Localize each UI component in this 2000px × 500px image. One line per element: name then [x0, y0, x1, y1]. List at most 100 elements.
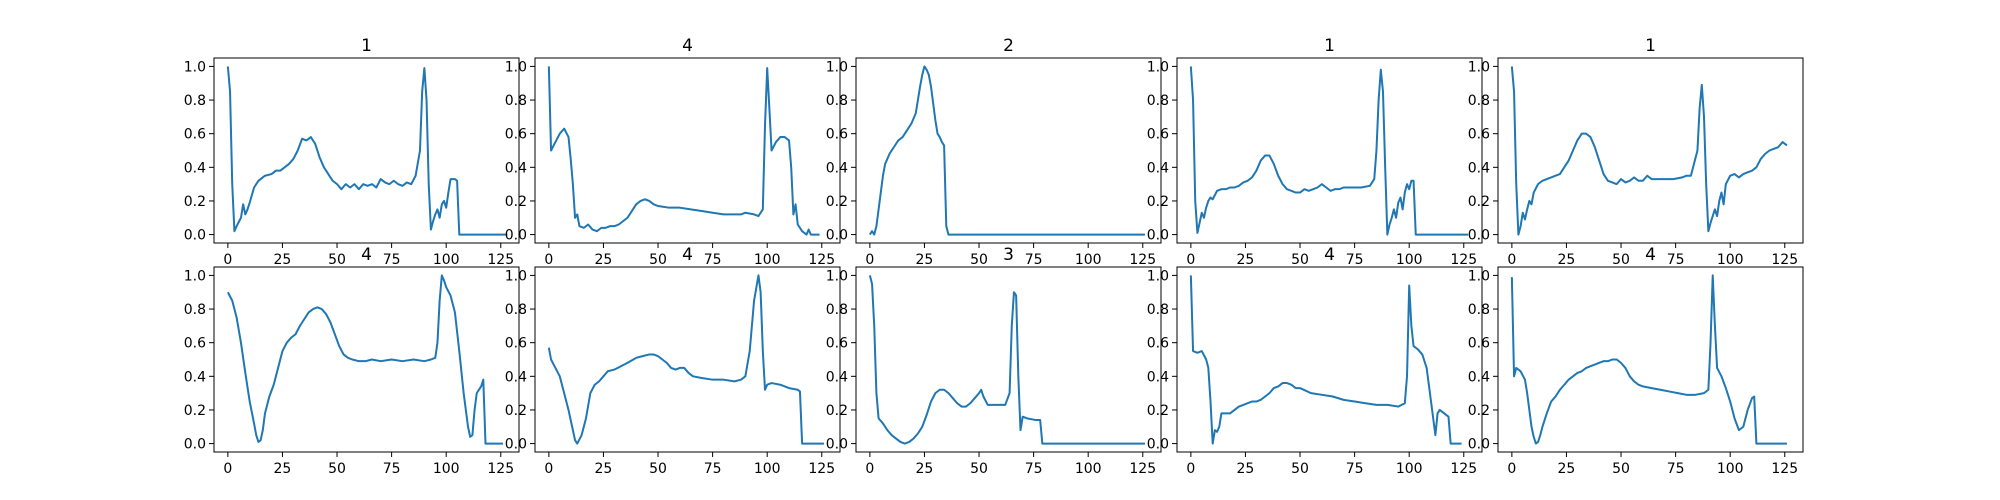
x-tick-label: 0 [223, 461, 232, 477]
y-tick-label: 0.0 [1468, 437, 1490, 453]
panel-title: 4 [682, 36, 693, 56]
x-tick-label: 75 [1667, 252, 1685, 268]
y-tick-label: 0.2 [826, 403, 848, 419]
x-tick-label: 75 [1025, 461, 1043, 477]
y-tick-label: 1.0 [184, 59, 206, 75]
y-tick-label: 1.0 [826, 59, 848, 75]
axes-frame [1176, 57, 1483, 244]
y-tick-label: 0.6 [505, 127, 527, 143]
y-tick-label: 0.2 [184, 403, 206, 419]
axes-frame [855, 266, 1162, 453]
y-tick-label: 0.6 [184, 336, 206, 352]
y-tick-label: 0.6 [826, 336, 848, 352]
y-tick-label: 0.0 [1147, 228, 1169, 244]
x-tick-label: 125 [1450, 252, 1477, 268]
x-tick-label: 0 [544, 461, 553, 477]
panel-8: 0 25 50 75 100 125 0.0 0.2 0.4 0.6 0.8 1.0 3 [826, 245, 1162, 477]
y-tick-label: 0.0 [1468, 228, 1490, 244]
x-tick-label: 25 [916, 461, 934, 477]
axes-frame [534, 266, 841, 453]
y-tick-label: 0.8 [826, 302, 848, 318]
y-tick-label: 0.2 [505, 194, 527, 210]
x-tick-label: 125 [487, 461, 514, 477]
y-tick-label: 1.0 [505, 59, 527, 75]
x-tick-label: 100 [1717, 252, 1744, 268]
x-tick-label: 125 [808, 461, 835, 477]
y-tick-label: 0.8 [1468, 302, 1490, 318]
y-tick-label: 0.4 [184, 160, 206, 176]
x-tick-label: 25 [595, 252, 613, 268]
series-line [226, 274, 503, 445]
y-tick-label: 1.0 [184, 268, 206, 284]
x-tick-label: 25 [274, 461, 292, 477]
y-tick-label: 0.0 [184, 437, 206, 453]
x-tick-label: 50 [1612, 461, 1630, 477]
y-tick-label: 0.0 [505, 437, 527, 453]
y-tick-label: 0.8 [184, 93, 206, 109]
y-tick-label: 1.0 [1147, 59, 1169, 75]
y-tick-label: 1.0 [1147, 268, 1169, 284]
panel-4: 0 25 50 75 100 125 0.0 0.2 0.4 0.6 0.8 1.0 1 [1147, 36, 1483, 268]
y-tick-label: 0.6 [1147, 336, 1169, 352]
panel-10: 0 25 50 75 100 125 0.0 0.2 0.4 0.6 0.8 1.0 4 [1468, 245, 1804, 477]
x-tick-label: 100 [433, 461, 460, 477]
axes-frame [213, 266, 520, 453]
y-tick-label: 0.2 [184, 194, 206, 210]
series-line [547, 274, 824, 445]
x-tick-label: 125 [1129, 461, 1156, 477]
x-tick-label: 75 [704, 461, 722, 477]
x-tick-label: 0 [1507, 461, 1516, 477]
x-tick-label: 25 [1237, 252, 1255, 268]
x-tick-label: 75 [1025, 252, 1043, 268]
panel-3: 0 25 50 75 100 125 0.0 0.2 0.4 0.6 0.8 1.0 2 [826, 36, 1162, 268]
series-line [868, 275, 1145, 445]
x-tick-label: 50 [1291, 461, 1309, 477]
y-tick-label: 0.2 [1468, 403, 1490, 419]
y-tick-label: 1.0 [505, 268, 527, 284]
y-tick-label: 1.0 [1468, 268, 1490, 284]
axes-frame [1497, 57, 1804, 244]
x-tick-label: 100 [1075, 252, 1102, 268]
x-tick-label: 50 [328, 252, 346, 268]
series-line [1189, 66, 1469, 236]
y-tick-label: 0.0 [505, 228, 527, 244]
y-tick-label: 0.4 [184, 369, 206, 385]
x-tick-label: 100 [754, 252, 781, 268]
axes-frame [855, 57, 1162, 244]
y-tick-label: 0.6 [826, 127, 848, 143]
axes-frame [1176, 266, 1483, 453]
y-tick-label: 0.4 [1147, 160, 1169, 176]
panel-title: 4 [1324, 245, 1335, 265]
x-tick-label: 100 [754, 461, 781, 477]
x-tick-label: 75 [383, 252, 401, 268]
panel-6: 0 25 50 75 100 125 0.0 0.2 0.4 0.6 0.8 1.0 4 [184, 245, 520, 477]
panel-title: 4 [1645, 245, 1656, 265]
panel-title: 1 [1324, 36, 1335, 56]
x-tick-label: 50 [328, 461, 346, 477]
y-tick-label: 0.0 [826, 437, 848, 453]
x-tick-label: 0 [865, 461, 874, 477]
x-tick-label: 125 [487, 252, 514, 268]
y-tick-label: 0.4 [1468, 369, 1490, 385]
y-tick-label: 0.8 [1147, 302, 1169, 318]
y-tick-label: 0.2 [505, 403, 527, 419]
y-tick-label: 1.0 [826, 268, 848, 284]
panel-7: 0 25 50 75 100 125 0.0 0.2 0.4 0.6 0.8 1.0 4 [505, 245, 841, 477]
x-tick-label: 0 [1186, 252, 1195, 268]
y-tick-label: 0.2 [1147, 194, 1169, 210]
x-tick-label: 50 [1291, 252, 1309, 268]
x-tick-label: 75 [704, 252, 722, 268]
x-tick-label: 0 [1507, 252, 1516, 268]
x-tick-label: 25 [274, 252, 292, 268]
panel-title: 4 [682, 245, 693, 265]
y-tick-label: 0.2 [1468, 194, 1490, 210]
y-tick-label: 1.0 [1468, 59, 1490, 75]
y-tick-label: 0.8 [505, 93, 527, 109]
x-tick-label: 125 [1450, 461, 1477, 477]
panel-2: 0 25 50 75 100 125 0.0 0.2 0.4 0.6 0.8 1.0 4 [505, 36, 841, 268]
series-line [1189, 275, 1462, 445]
series-line [547, 66, 820, 236]
x-tick-label: 125 [1771, 461, 1798, 477]
x-tick-label: 0 [1186, 461, 1195, 477]
